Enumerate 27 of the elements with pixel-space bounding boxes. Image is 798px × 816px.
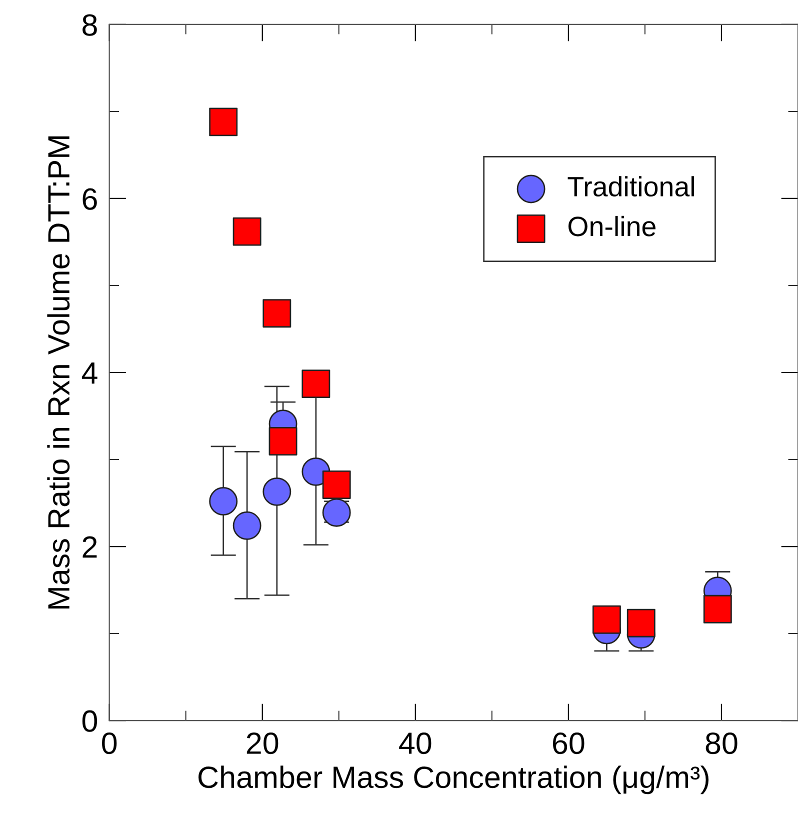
point <box>626 608 656 638</box>
x-tick-label: 60 <box>553 732 584 754</box>
x-axis-title: Chamber Mass Concentration (μg/m³) <box>198 766 709 794</box>
point <box>262 477 292 506</box>
x-tick-label: 0 <box>102 732 117 754</box>
point <box>268 427 298 456</box>
point <box>262 299 292 328</box>
point <box>209 108 238 136</box>
point <box>232 511 262 540</box>
y-tick-label: 0 <box>82 710 98 732</box>
x-tick-label: 40 <box>399 732 432 754</box>
y-tick-label: 4 <box>82 362 98 384</box>
legend-label: On-line <box>568 216 656 236</box>
y-tick-label: 8 <box>82 14 97 36</box>
point <box>703 594 732 624</box>
point <box>592 605 621 634</box>
y-axis-title: Mass Ratio in Rxn Volume DTT:PM <box>47 136 70 609</box>
point <box>322 470 351 499</box>
x-tick-label: 20 <box>246 732 278 754</box>
y-tick-label: 6 <box>82 188 97 210</box>
point <box>232 217 262 246</box>
legend-label: Traditional <box>568 176 694 197</box>
x-tick-label: 80 <box>706 732 738 754</box>
y-tick-label: 2 <box>82 536 97 558</box>
point <box>209 487 238 516</box>
point <box>302 370 330 398</box>
point <box>322 498 351 527</box>
